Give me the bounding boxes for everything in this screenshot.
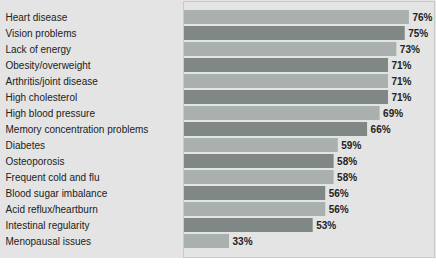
svg-text:Vision problems: Vision problems: [6, 28, 77, 39]
svg-text:73%: 73%: [400, 44, 420, 55]
svg-text:Menopausal issues: Menopausal issues: [6, 236, 92, 247]
svg-text:Intestinal regularity: Intestinal regularity: [6, 220, 90, 231]
svg-text:71%: 71%: [391, 60, 411, 71]
svg-text:Osteoporosis: Osteoporosis: [6, 156, 65, 167]
svg-text:Diabetes: Diabetes: [6, 140, 45, 151]
svg-text:Heart disease: Heart disease: [6, 12, 68, 23]
svg-text:59%: 59%: [341, 140, 361, 151]
svg-text:Frequent cold and flu: Frequent cold and flu: [6, 172, 100, 183]
svg-text:56%: 56%: [329, 204, 349, 215]
svg-text:56%: 56%: [329, 188, 349, 199]
svg-text:71%: 71%: [391, 76, 411, 87]
svg-text:76%: 76%: [412, 12, 432, 23]
svg-text:53%: 53%: [316, 220, 336, 231]
svg-text:High blood pressure: High blood pressure: [6, 108, 96, 119]
svg-text:Lack of energy: Lack of energy: [6, 44, 72, 55]
svg-text:Arthritis/joint disease: Arthritis/joint disease: [6, 76, 99, 87]
svg-text:Obesity/overweight: Obesity/overweight: [6, 60, 91, 71]
svg-text:Blood sugar imbalance: Blood sugar imbalance: [6, 188, 108, 199]
svg-text:71%: 71%: [391, 92, 411, 103]
svg-text:66%: 66%: [371, 124, 391, 135]
svg-text:High cholesterol: High cholesterol: [6, 92, 78, 103]
svg-text:58%: 58%: [337, 172, 357, 183]
svg-text:Memory concentration problems: Memory concentration problems: [6, 124, 149, 135]
svg-text:33%: 33%: [233, 236, 253, 247]
svg-text:Acid reflux/heartburn: Acid reflux/heartburn: [6, 204, 98, 215]
svg-text:75%: 75%: [408, 28, 428, 39]
svg-text:69%: 69%: [383, 108, 403, 119]
svg-text:58%: 58%: [337, 156, 357, 167]
